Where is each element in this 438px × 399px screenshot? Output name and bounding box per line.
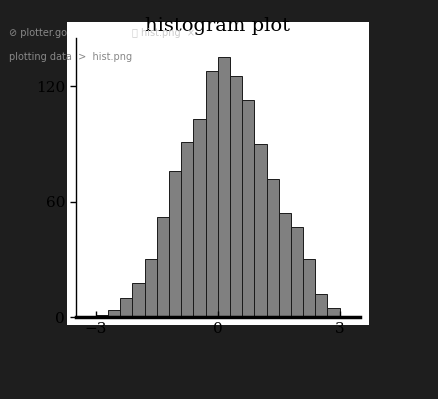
Bar — [108, 310, 120, 317]
Bar — [290, 227, 302, 317]
Bar — [266, 178, 278, 317]
Bar — [120, 298, 132, 317]
Bar — [205, 71, 217, 317]
Bar — [132, 282, 144, 317]
Text: 🖼 hist.png  ×: 🖼 hist.png × — [131, 28, 194, 38]
Bar — [95, 315, 108, 317]
Bar — [193, 119, 205, 317]
Bar — [144, 259, 156, 317]
Bar — [242, 99, 254, 317]
Bar — [230, 77, 242, 317]
Bar — [254, 144, 266, 317]
Bar — [169, 171, 181, 317]
Bar — [181, 142, 193, 317]
Bar — [217, 57, 230, 317]
Bar — [302, 259, 314, 317]
Bar — [156, 217, 169, 317]
Bar — [327, 308, 339, 317]
Bar — [314, 294, 327, 317]
Title: histogram plot: histogram plot — [145, 17, 290, 35]
Text: plotting data  >  hist.png: plotting data > hist.png — [9, 52, 131, 62]
Text: ⊘ plotter.go: ⊘ plotter.go — [9, 28, 67, 38]
Bar — [278, 213, 290, 317]
